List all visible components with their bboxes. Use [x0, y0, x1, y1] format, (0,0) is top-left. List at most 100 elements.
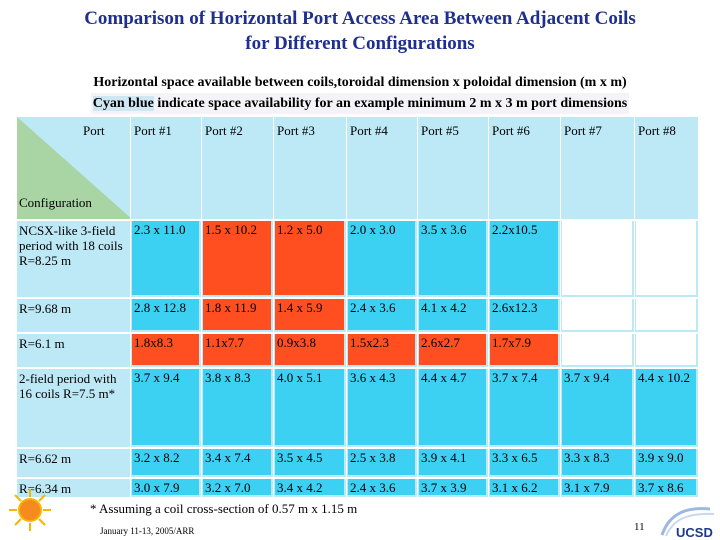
cell-fill-cyan	[203, 449, 271, 475]
table-cell: 1.5 x 10.2	[201, 219, 273, 297]
cell-fill-cyan	[636, 479, 696, 495]
page-number: 11	[634, 521, 645, 533]
cell-fill-cyan	[490, 449, 558, 475]
cell-fill-cyan	[419, 369, 486, 445]
cell-value: 4.4 x 10.2	[638, 370, 690, 385]
cell-fill-cyan	[562, 369, 632, 445]
header-port-8: Port #8	[638, 123, 676, 138]
cell-value: 3.7 x 9.4	[134, 370, 180, 385]
table-cell: 2.6x12.3	[488, 297, 560, 332]
table-cell: 4.4 x 4.7	[417, 367, 488, 447]
cell-fill-cyan	[275, 369, 344, 445]
table-cell: 3.4 x 7.4	[201, 447, 273, 477]
table-cell: 3.5 x 4.5	[273, 447, 346, 477]
grid-divider	[273, 117, 274, 497]
cell-fill-cyan	[203, 369, 271, 445]
table-cell: 1.8 x 11.9	[201, 297, 273, 332]
cell-fill-cyan	[132, 369, 199, 445]
logo-text: UCSD	[676, 525, 713, 540]
table-cell: 4.4 x 10.2	[634, 367, 698, 447]
cell-value: 3.2 x 7.0	[205, 480, 251, 495]
cell-fill-blank	[636, 299, 696, 330]
cell-value: 1.8 x 11.9	[205, 300, 257, 315]
cell-value: 4.4 x 4.7	[421, 370, 467, 385]
table-cell	[634, 219, 698, 297]
row-label: R=6.62 m	[19, 451, 72, 466]
cell-fill-cyan	[490, 299, 558, 330]
table-cell: 4.0 x 5.1	[273, 367, 346, 447]
cell-value: 2.4 x 3.6	[350, 480, 396, 495]
ucsd-logo: UCSD	[660, 507, 715, 540]
cell-value: 2.2x10.5	[492, 222, 538, 237]
cell-fill-blank	[562, 299, 632, 330]
cell-fill-cyan	[419, 449, 486, 475]
cell-fill-orange	[419, 334, 486, 365]
cell-fill-cyan	[132, 299, 199, 330]
sun-icon	[9, 489, 51, 531]
table-cell: 3.3 x 8.3	[560, 447, 634, 477]
cell-fill-cyan	[419, 479, 486, 495]
corner-configuration-label: Configuration	[19, 195, 92, 210]
table-cell: 3.7 x 3.9	[417, 477, 488, 497]
cell-value: 2.6x2.7	[421, 335, 460, 350]
cell-value: 3.3 x 8.3	[564, 450, 610, 465]
cell-fill-blank	[636, 334, 696, 365]
cell-fill-cyan	[419, 299, 486, 330]
cell-value: 3.0 x 7.9	[134, 480, 180, 495]
table-cell: 3.8 x 8.3	[201, 367, 273, 447]
cell-fill-cyan	[419, 221, 486, 295]
cell-fill-cyan	[348, 221, 415, 295]
row-label: NCSX-like 3-field period with 18 coils R…	[19, 223, 123, 268]
cell-fill-cyan	[132, 479, 199, 495]
grid-divider	[201, 117, 202, 497]
cell-fill-cyan	[132, 449, 199, 475]
grid-divider	[130, 117, 131, 497]
cell-value: 1.2 x 5.0	[277, 222, 323, 237]
table-cell: 1.2 x 5.0	[273, 219, 346, 297]
table-cell	[634, 297, 698, 332]
grid-divider	[560, 117, 561, 497]
subtitle-line-2-rest: indicate space availability for an examp…	[153, 96, 628, 111]
cell-value: 1.1x7.7	[205, 335, 244, 350]
cell-fill-blank	[562, 221, 632, 295]
table-cell: 3.2 x 7.0	[201, 477, 273, 497]
cell-fill-cyan	[275, 449, 344, 475]
table-cell: 3.3 x 6.5	[488, 447, 560, 477]
subtitle-line-1: Horizontal space available between coils…	[93, 75, 627, 90]
table-cell: 2.8 x 12.8	[130, 297, 201, 332]
cell-value: 3.4 x 7.4	[205, 450, 251, 465]
cell-value: 2.8 x 12.8	[134, 300, 186, 315]
table-cell: 1.1x7.7	[201, 332, 273, 367]
cell-fill-cyan	[348, 449, 415, 475]
date-footer: January 11-13, 2005/ARR	[100, 526, 195, 536]
table-cell: 2.3 x 11.0	[130, 219, 201, 297]
cell-fill-orange	[203, 334, 271, 365]
cell-fill-cyan	[348, 479, 415, 495]
cell-fill-orange	[203, 299, 271, 330]
header-port-3: Port #3	[277, 123, 315, 138]
header-port-2: Port #2	[205, 123, 243, 138]
cell-fill-orange	[275, 299, 344, 330]
cell-fill-cyan	[636, 369, 696, 445]
cell-fill-cyan	[562, 449, 632, 475]
cell-fill-orange	[348, 334, 415, 365]
table-cell: 3.7 x 7.4	[488, 367, 560, 447]
cell-value: 3.6 x 4.3	[350, 370, 396, 385]
cell-value: 3.5 x 3.6	[421, 222, 467, 237]
table-cell: 3.6 x 4.3	[346, 367, 417, 447]
cell-value: 0.9x3.8	[277, 335, 316, 350]
table-cell: 3.4 x 4.2	[273, 477, 346, 497]
table-cell	[560, 332, 634, 367]
cell-value: 3.9 x 4.1	[421, 450, 467, 465]
grid-divider	[17, 332, 698, 334]
table-cell: 1.8x8.3	[130, 332, 201, 367]
cell-fill-orange	[275, 334, 344, 365]
row-label: R=6.34 m	[19, 481, 72, 496]
cell-value: 2.5 x 3.8	[350, 450, 396, 465]
cell-fill-cyan	[348, 299, 415, 330]
title-line-2: for Different Configurations	[245, 33, 475, 54]
table-cell: 3.1 x 6.2	[488, 477, 560, 497]
slide-subtitle: Horizontal space available between coils…	[0, 72, 720, 114]
grid-divider	[17, 477, 698, 479]
table-cell: 1.7x7.9	[488, 332, 560, 367]
